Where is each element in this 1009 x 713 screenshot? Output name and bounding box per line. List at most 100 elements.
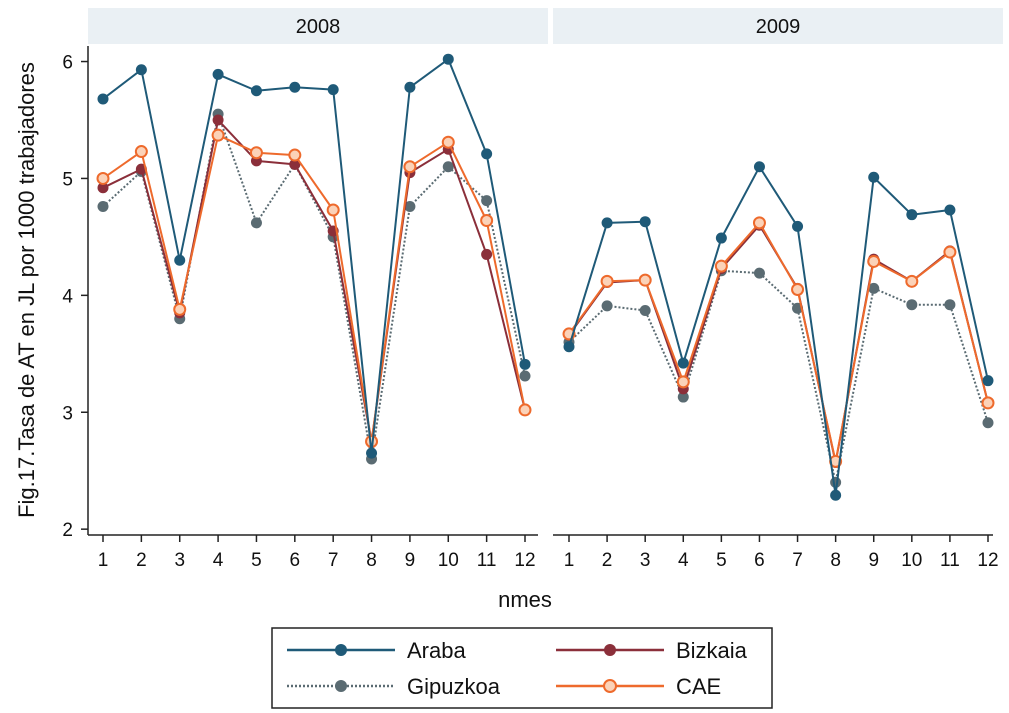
data-point-araba [212, 68, 224, 80]
data-point-cae [518, 403, 532, 417]
data-point-araba [327, 84, 339, 96]
legend-label-gipuzkoa: Gipuzkoa [407, 674, 501, 699]
x-tick-label: 12 [514, 550, 535, 571]
data-point-gipuzkoa [677, 391, 689, 403]
series-line-bizkaia [102, 119, 526, 443]
data-point-cae [791, 283, 805, 296]
data-point-araba [519, 358, 531, 370]
panel-strip [553, 8, 1003, 44]
data-point-araba [442, 53, 454, 65]
data-point-gipuzkoa [830, 476, 842, 488]
data-point-araba [97, 93, 109, 105]
x-tick-label: 4 [213, 550, 224, 571]
legend-label-araba: Araba [407, 638, 466, 663]
data-point-cae [943, 245, 957, 259]
data-point-cae [211, 128, 225, 142]
data-point-cae [905, 274, 919, 288]
y-tick-label: 3 [62, 403, 73, 424]
data-point-gipuzkoa [944, 299, 956, 311]
legend-label-cae: CAE [676, 674, 721, 699]
data-point-gipuzkoa [868, 282, 880, 294]
x-tick-label: 8 [366, 550, 377, 571]
y-tick-label: 5 [62, 169, 73, 190]
x-tick-label: 5 [251, 550, 262, 571]
data-point-gipuzkoa [753, 267, 765, 279]
data-point-gipuzkoa [250, 217, 262, 229]
data-point-araba [944, 204, 956, 216]
data-point-araba [868, 171, 880, 183]
data-point-cae [600, 274, 614, 288]
data-point-gipuzkoa [97, 200, 109, 212]
data-point-gipuzkoa [982, 417, 994, 429]
panel-strip [88, 8, 548, 44]
legend: Araba Bizkaia Gipuzkoa CAE [271, 627, 773, 709]
data-point-araba [982, 375, 994, 387]
x-tick-label: 5 [716, 550, 727, 571]
legend-marker-bizkaia [604, 644, 616, 656]
x-axis-title: nmes [498, 587, 552, 612]
series-line-araba [102, 58, 526, 455]
x-tick-label: 6 [754, 550, 765, 571]
data-point-cae [480, 214, 494, 228]
x-tick-label: 3 [174, 550, 185, 571]
x-tick-label: 7 [328, 550, 339, 571]
data-point-cae [326, 203, 340, 217]
data-point-araba [366, 447, 378, 459]
data-point-bizkaia [289, 158, 301, 170]
data-point-gipuzkoa [442, 161, 454, 173]
y-tick-label: 6 [62, 53, 73, 74]
x-tick-label: 11 [477, 550, 497, 571]
data-point-gipuzkoa [639, 305, 651, 317]
data-point-araba [174, 254, 186, 266]
panel-title: 2009 [756, 16, 801, 38]
series-line-bizkaia [568, 224, 989, 464]
data-point-gipuzkoa [601, 300, 613, 312]
data-point-cae [288, 148, 302, 162]
y-axis-title: Fig.17.Tasa de AT en JL por 1000 trabaja… [14, 62, 39, 518]
y-tick-label: 4 [62, 286, 73, 307]
x-tick-label: 10 [438, 550, 459, 571]
x-tick-label: 1 [98, 550, 109, 571]
data-point-cae [96, 171, 110, 185]
x-tick-label: 11 [940, 550, 960, 571]
x-tick-label: 1 [564, 550, 575, 571]
data-point-araba [715, 232, 727, 244]
legend-box [271, 627, 773, 709]
data-point-araba [135, 64, 147, 76]
data-point-araba [563, 341, 575, 353]
x-tick-label: 9 [868, 550, 879, 571]
legend-label-bizkaia: Bizkaia [676, 638, 748, 663]
data-point-cae [638, 273, 652, 287]
x-tick-label: 10 [901, 550, 922, 571]
data-point-bizkaia [481, 248, 493, 260]
data-point-bizkaia [97, 182, 109, 194]
data-point-cae [752, 216, 766, 230]
data-point-araba [250, 85, 262, 97]
data-point-araba [677, 357, 689, 369]
data-point-araba [639, 216, 651, 228]
data-point-araba [481, 148, 493, 160]
data-point-araba [601, 217, 613, 229]
series-line-gipuzkoa [102, 113, 526, 460]
data-point-araba [753, 161, 765, 173]
data-point-araba [792, 220, 804, 232]
data-point-araba [289, 81, 301, 93]
series-line-araba [568, 165, 989, 497]
x-tick-label: 8 [830, 550, 841, 571]
x-tick-label: 2 [602, 550, 613, 571]
data-point-araba [906, 209, 918, 221]
x-tick-label: 12 [977, 550, 998, 571]
data-point-cae [441, 135, 455, 149]
legend-marker-gipuzkoa [335, 680, 347, 692]
data-point-gipuzkoa [481, 195, 493, 207]
data-point-cae [714, 259, 728, 273]
series-line-gipuzkoa [568, 269, 989, 484]
data-point-cae [867, 254, 881, 268]
series-line-cae [102, 134, 526, 443]
data-point-cae [134, 145, 148, 159]
data-point-cae [403, 160, 417, 174]
data-point-gipuzkoa [519, 370, 531, 382]
